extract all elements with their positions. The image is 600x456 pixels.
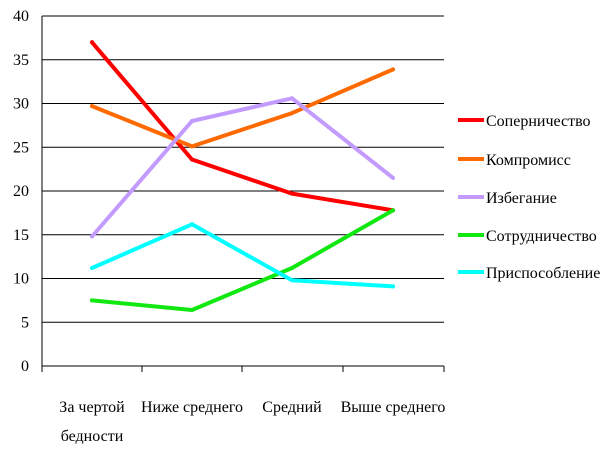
y-tick-label: 35 <box>13 52 29 69</box>
data-point <box>290 96 294 101</box>
data-point <box>190 157 194 162</box>
data-point <box>190 222 194 227</box>
legend: Соперничество Компромисс Избегание Сотрудни… <box>458 113 600 282</box>
legend-item: Приспособление <box>458 265 600 282</box>
data-point <box>391 175 395 180</box>
data-point <box>190 144 194 149</box>
y-tick-label: 0 <box>21 358 29 375</box>
y-tick-label: 15 <box>13 227 29 244</box>
y-tick-label: 30 <box>13 96 29 113</box>
series-line-2 <box>90 67 395 149</box>
legend-item: Сотрудничество <box>458 228 597 245</box>
x-axis-category-labels: За чертой бедности Ниже среднего Средний Выш… <box>59 399 445 445</box>
data-point <box>90 266 94 270</box>
legend-item: Избегание <box>458 190 557 207</box>
series-line-5 <box>90 222 395 289</box>
legend-label: Избегание <box>486 190 557 207</box>
data-point <box>90 298 94 303</box>
data-point <box>391 208 395 213</box>
x-category-label-line: Средний <box>262 399 322 416</box>
axes <box>41 16 445 372</box>
legend-label: Компромисс <box>486 152 571 169</box>
y-tick-label: 20 <box>13 183 29 200</box>
x-category-label-line: Выше среднего <box>341 399 446 416</box>
x-category-label: Выше среднего <box>341 399 446 416</box>
data-point <box>190 119 194 123</box>
data-point <box>391 67 395 72</box>
y-tick-label: 5 <box>21 314 29 331</box>
x-category-label: Ниже среднего <box>141 399 243 416</box>
y-axis-tick-labels: 0 5 10 15 20 25 30 35 40 <box>13 8 29 375</box>
data-point <box>290 191 294 196</box>
y-tick-label: 25 <box>13 139 29 156</box>
data-point <box>290 278 294 283</box>
data-point <box>190 308 194 312</box>
legend-item: Соперничество <box>458 113 591 130</box>
series-line-4 <box>90 208 395 312</box>
data-point <box>391 284 395 289</box>
x-category-label-line: За чертой <box>59 399 125 416</box>
legend-label: Приспособление <box>486 265 600 282</box>
x-category-label: Средний <box>262 399 322 416</box>
y-tick-label: 40 <box>13 8 29 25</box>
legend-item: Компромисс <box>458 152 571 169</box>
x-category-label: За чертой бедности <box>59 399 125 445</box>
x-category-label-line: бедности <box>61 428 124 445</box>
data-point <box>290 266 294 270</box>
x-category-label-line: Ниже среднего <box>141 399 243 416</box>
legend-label: Соперничество <box>486 113 591 130</box>
series-lines <box>90 40 395 312</box>
data-point <box>90 40 94 45</box>
data-point <box>90 104 94 109</box>
data-point <box>90 234 94 239</box>
data-point <box>290 111 294 116</box>
legend-label: Сотрудничество <box>486 228 597 245</box>
y-tick-label: 10 <box>13 271 29 288</box>
series-line-3 <box>90 96 395 239</box>
series-line-1 <box>90 40 395 213</box>
